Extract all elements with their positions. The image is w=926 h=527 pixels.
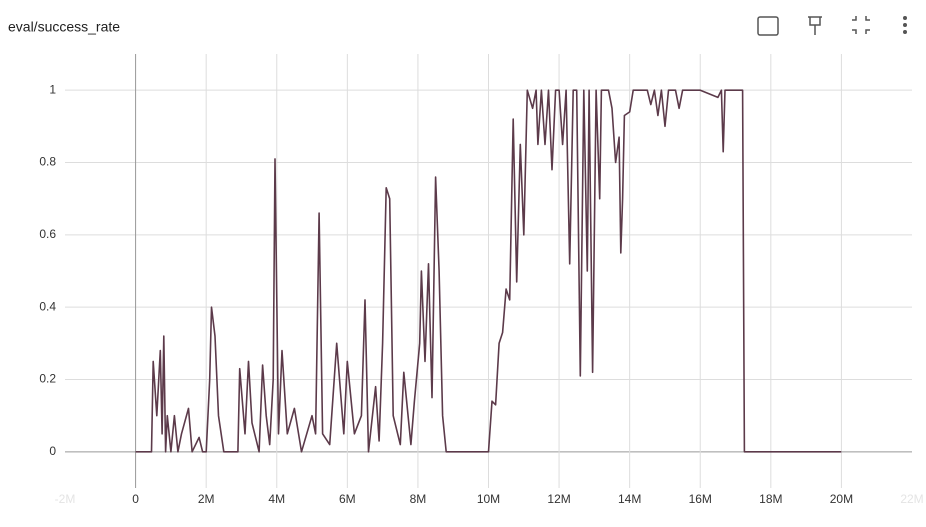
- y-tick-label: 0.6: [39, 227, 56, 241]
- x-tick-label: 8M: [410, 492, 427, 506]
- y-tick-label: 0: [49, 444, 56, 458]
- y-tick-label: 0.2: [39, 372, 56, 386]
- pin-button[interactable]: [808, 16, 822, 35]
- chart-title: eval/success_rate: [8, 19, 120, 35]
- x-tick-label: 0: [132, 492, 139, 506]
- x-tick-label: 12M: [547, 492, 570, 506]
- x-tick-label: 6M: [339, 492, 356, 506]
- more-button[interactable]: [903, 16, 907, 34]
- fullscreen-button[interactable]: [852, 16, 870, 34]
- x-tick-label: 22M: [900, 492, 923, 506]
- y-tick-label: 0.4: [39, 299, 56, 313]
- data-line: [135, 89, 842, 453]
- x-tick-label: 4M: [268, 492, 285, 506]
- y-tick-label: 1: [49, 82, 56, 96]
- x-tick-label: 16M: [689, 492, 712, 506]
- y-tick-label: 0.8: [39, 155, 56, 169]
- x-tick-label: 2M: [198, 492, 215, 506]
- fit-domain-button[interactable]: [757, 16, 779, 36]
- x-tick-label: 14M: [618, 492, 641, 506]
- x-tick-label: 10M: [477, 492, 500, 506]
- x-tick-label: 18M: [759, 492, 782, 506]
- toolbar: [757, 16, 907, 36]
- x-tick-label: 20M: [830, 492, 853, 506]
- x-tick-label: -2M: [55, 492, 76, 506]
